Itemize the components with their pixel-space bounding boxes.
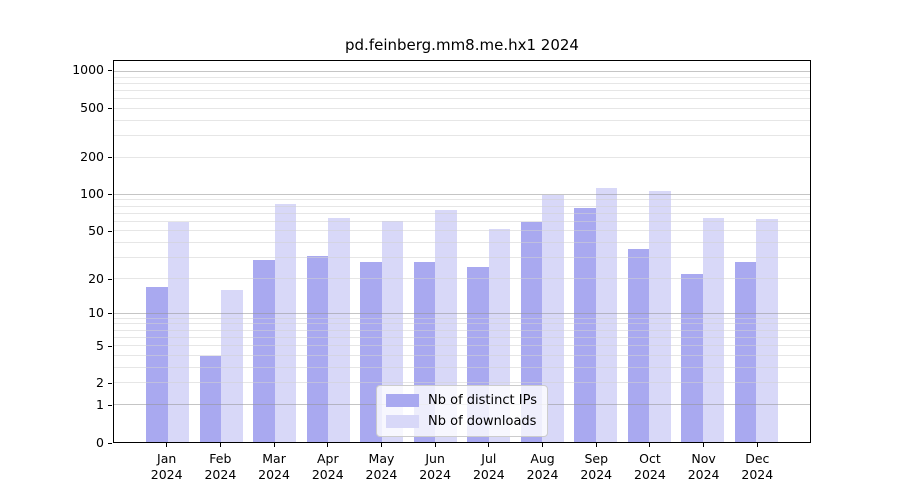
y-tick-100 [108, 193, 112, 195]
x-tick-label-dec: Dec 2024 [741, 451, 774, 482]
x-tick-label-mar: Mar 2024 [258, 451, 290, 482]
gridline-minor-3 [114, 366, 810, 368]
x-tick-mar [273, 443, 275, 447]
x-tick-dec [756, 443, 758, 447]
gridline-minor-200 [114, 156, 810, 158]
bar-feb-distinct-ips [199, 355, 222, 442]
gridline-minor-400 [114, 119, 810, 121]
x-tick-aug [542, 443, 544, 447]
x-tick-label-jan: Jan 2024 [150, 451, 183, 482]
gridline-minor-90 [114, 199, 810, 201]
bar-nov-distinct-ips [681, 274, 703, 442]
gridline-minor-70 [114, 212, 810, 214]
gridline-minor-5 [114, 345, 810, 347]
gridline-minor-4 [114, 354, 810, 356]
x-tick-jan [166, 443, 168, 447]
y-tick-0 [108, 442, 112, 444]
x-tick-label-feb: Feb 2024 [204, 451, 237, 482]
y-tick-label-20: 20 [88, 270, 104, 286]
gridline-minor-6 [114, 336, 810, 338]
x-tick-label-sep: Sep 2024 [580, 451, 613, 482]
gridline-minor-800 [114, 82, 810, 84]
bar-sep-distinct-ips [574, 207, 596, 442]
x-tick-apr [327, 443, 329, 447]
gridline-minor-9 [114, 317, 810, 319]
y-tick-2 [108, 383, 112, 385]
gridline-minor-20 [114, 277, 810, 279]
x-tick-label-oct: Oct 2024 [634, 451, 666, 482]
gridline-major-1000 [114, 70, 810, 72]
y-tick-label-200: 200 [80, 148, 104, 164]
y-tick-label-2: 2 [96, 375, 104, 391]
x-tick-jul [488, 443, 490, 447]
x-tick-oct [649, 443, 651, 447]
bar-apr-distinct-ips [306, 256, 329, 442]
bar-jan-downloads [167, 221, 190, 442]
bar-oct-downloads [649, 191, 671, 442]
x-tick-feb [219, 443, 221, 447]
chart-title: pd.feinberg.mm8.me.hx1 2024 [345, 36, 579, 54]
y-tick-label-10: 10 [88, 305, 104, 321]
bar-dec-distinct-ips [734, 261, 757, 442]
x-tick-label-aug: Aug 2024 [526, 451, 559, 482]
y-tick-20 [108, 278, 112, 280]
bar-dec-downloads [756, 219, 778, 442]
gridline-minor-2 [114, 382, 810, 384]
x-tick-label-nov: Nov 2024 [687, 451, 720, 482]
gridline-minor-8 [114, 323, 810, 325]
y-tick-10 [108, 313, 112, 315]
legend-item-downloads: Nb of downloads [386, 414, 537, 429]
y-tick-200 [108, 156, 112, 158]
gridline-minor-40 [114, 242, 810, 244]
bar-mar-distinct-ips [253, 259, 275, 442]
bar-jun-downloads [435, 210, 457, 442]
y-tick-label-100: 100 [80, 185, 104, 201]
plot-area: Nb of distinct IPs Nb of downloads [113, 60, 811, 443]
x-tick-label-jul: Jul 2024 [472, 451, 505, 482]
gridline-major-100 [114, 193, 810, 195]
x-tick-label-may: May 2024 [365, 451, 398, 482]
gridline-minor-700 [114, 90, 810, 91]
gridline-major-10 [114, 312, 810, 314]
y-tick-1 [108, 405, 112, 407]
y-tick-label-50: 50 [88, 222, 104, 238]
gridline-minor-600 [114, 98, 810, 100]
gridline-minor-60 [114, 220, 810, 222]
y-tick-label-500: 500 [80, 99, 104, 115]
legend-swatch-downloads [386, 415, 420, 428]
gridline-minor-30 [114, 257, 810, 259]
gridline-minor-300 [114, 135, 810, 137]
gridline-minor-900 [114, 76, 810, 78]
y-tick-500 [108, 107, 112, 109]
x-tick-may [380, 443, 382, 447]
y-tick-5 [108, 346, 112, 347]
gridline-minor-500 [114, 107, 810, 109]
bar-jan-distinct-ips [146, 287, 168, 442]
legend-label-distinct-ips: Nb of distinct IPs [428, 393, 537, 408]
y-tick-label-0: 0 [96, 434, 104, 450]
gridline-minor-80 [114, 205, 810, 207]
x-tick-sep [595, 443, 597, 447]
y-tick-label-1000: 1000 [72, 62, 104, 78]
y-tick-label-1: 1 [96, 397, 104, 413]
y-tick-1000 [108, 70, 112, 72]
y-tick-50 [108, 230, 112, 232]
bar-sep-downloads [595, 187, 618, 442]
x-tick-label-apr: Apr 2024 [311, 451, 344, 482]
x-tick-label-jun: Jun 2024 [419, 451, 452, 482]
legend-label-downloads: Nb of downloads [428, 414, 537, 429]
legend: Nb of distinct IPs Nb of downloads [376, 385, 548, 437]
x-tick-jun [434, 443, 436, 447]
x-tick-nov [703, 443, 705, 447]
gridline-minor-7 [114, 329, 810, 331]
legend-item-distinct-ips: Nb of distinct IPs [386, 393, 537, 408]
gridline-minor-50 [114, 230, 810, 232]
y-tick-label-5: 5 [96, 338, 104, 353]
legend-swatch-distinct-ips [386, 394, 420, 407]
